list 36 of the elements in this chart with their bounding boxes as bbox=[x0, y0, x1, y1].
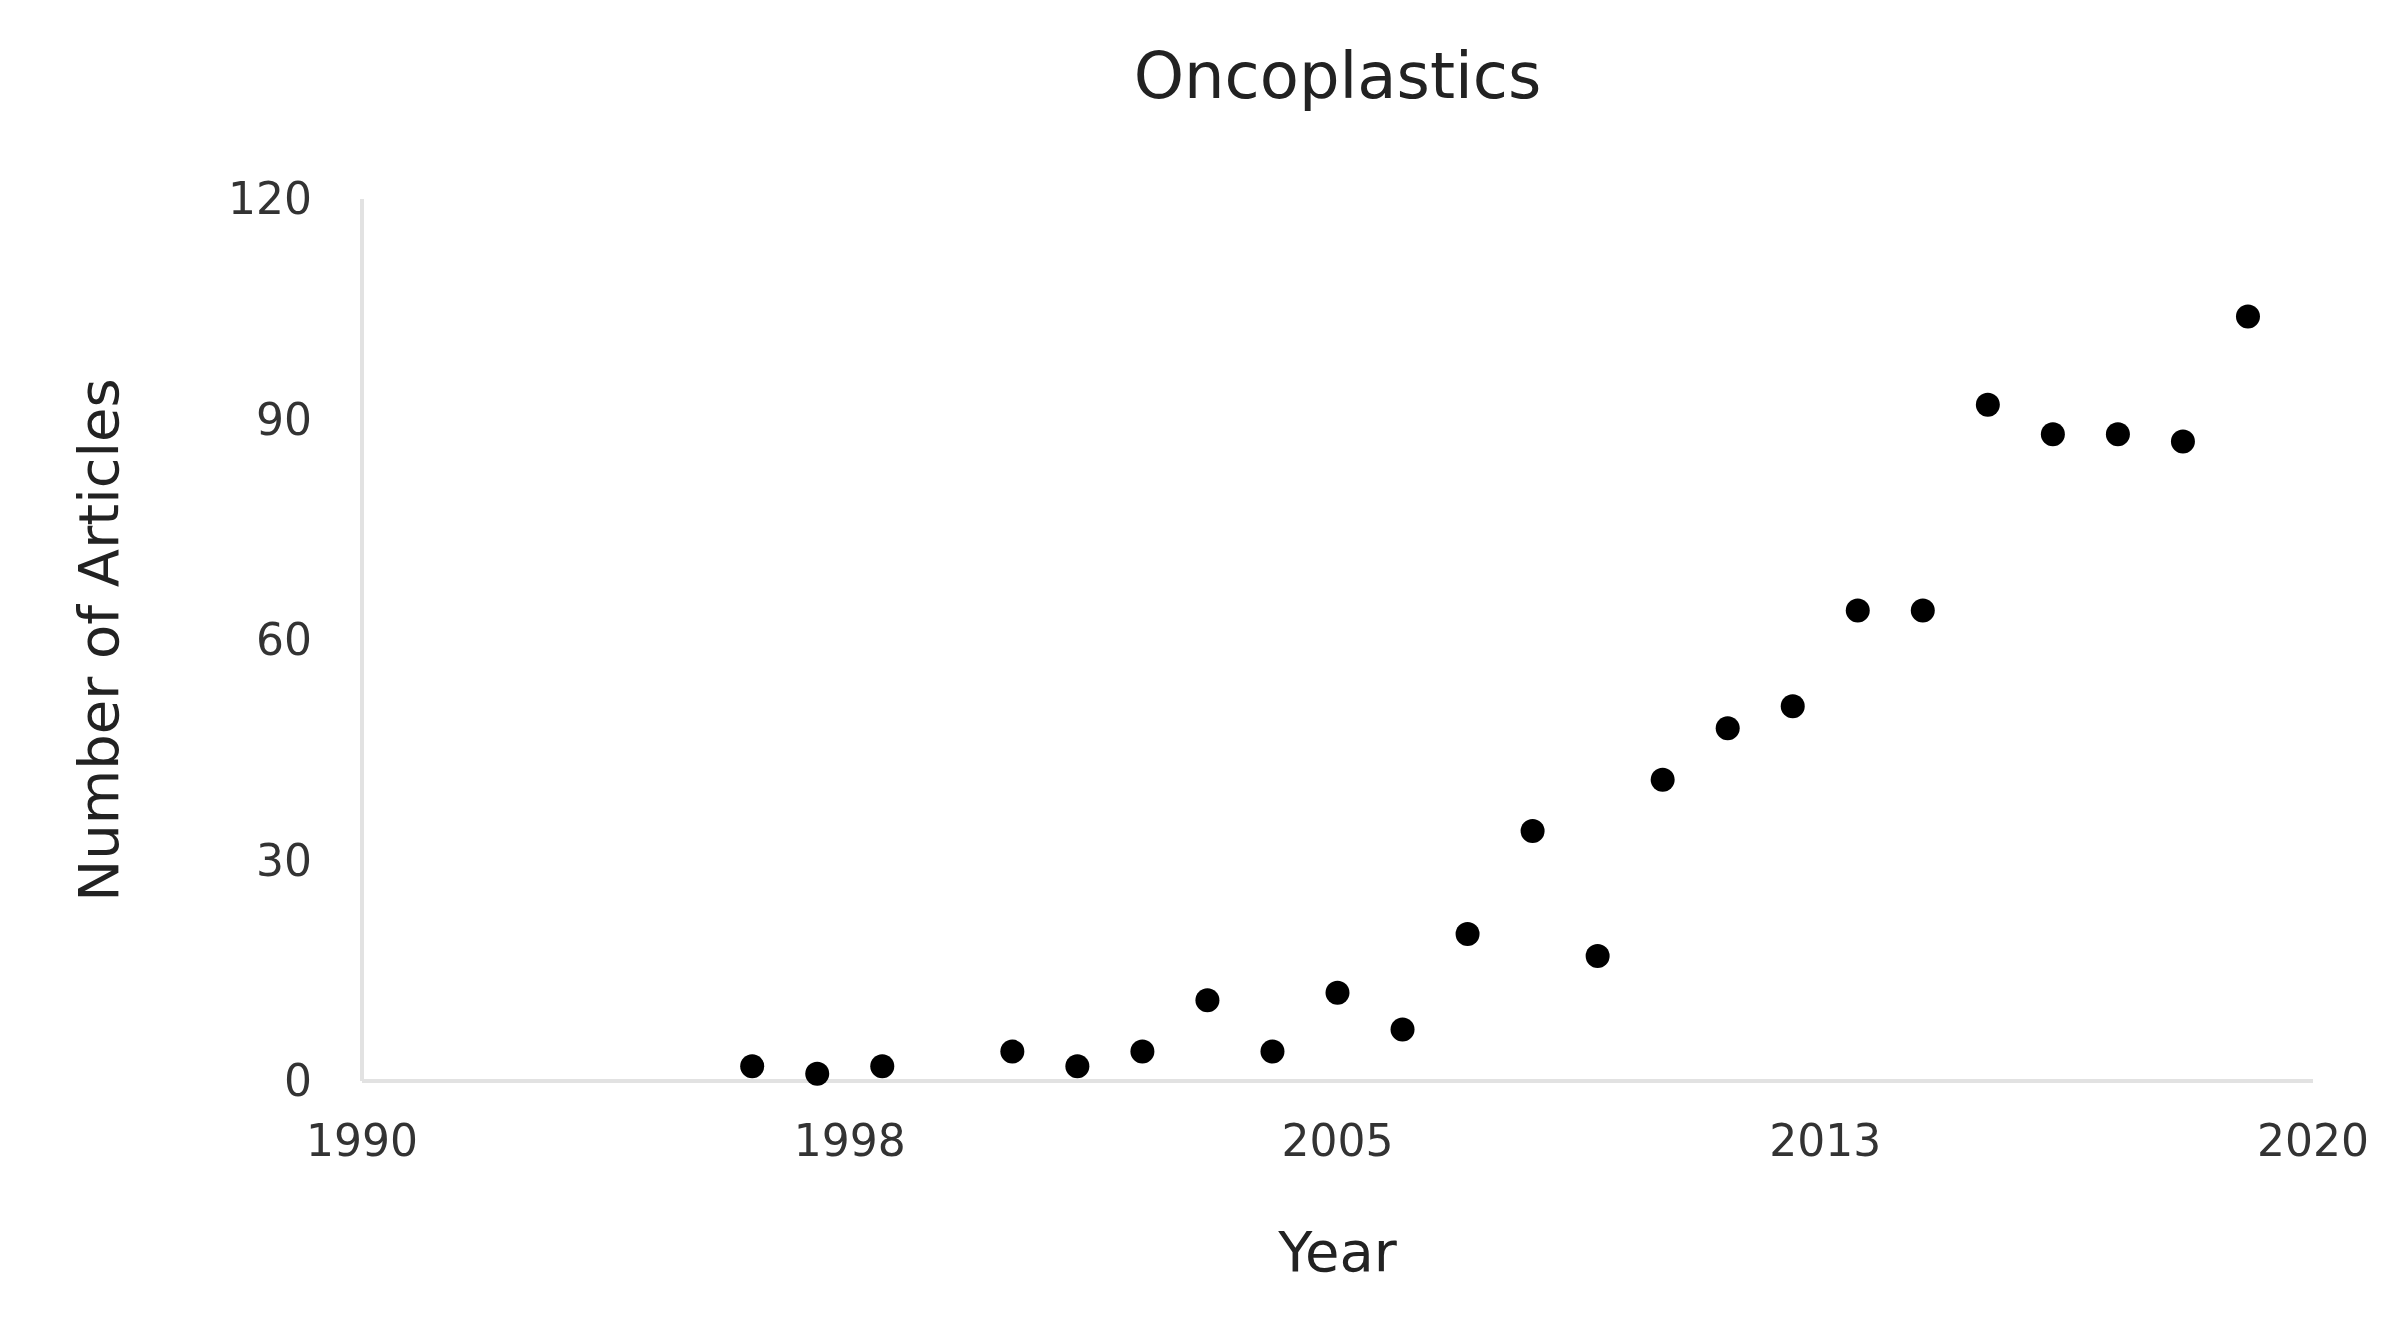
point bbox=[1520, 819, 1545, 844]
y-axis-title: Number of Articles bbox=[66, 378, 131, 902]
point bbox=[1130, 1039, 1155, 1064]
y-tick-label: 60 bbox=[256, 614, 312, 666]
point bbox=[1195, 988, 1220, 1013]
chart-title: Oncoplastics bbox=[1133, 39, 1542, 113]
point bbox=[1650, 767, 1675, 792]
point bbox=[870, 1054, 895, 1079]
point bbox=[1455, 922, 1480, 946]
x-tick-label: 2013 bbox=[1769, 1115, 1882, 1166]
point bbox=[2235, 304, 2260, 329]
point bbox=[1260, 1039, 1285, 1064]
point bbox=[2040, 422, 2065, 447]
point bbox=[1585, 944, 1610, 969]
point bbox=[1390, 1017, 1415, 1042]
point bbox=[740, 1054, 765, 1079]
x-tick-label: 2005 bbox=[1281, 1115, 1394, 1166]
point bbox=[2105, 422, 2130, 447]
point bbox=[1000, 1039, 1025, 1064]
point bbox=[1780, 694, 1805, 719]
x-axis-title: Year bbox=[1277, 1219, 1398, 1284]
x-tick-label: 1990 bbox=[306, 1115, 418, 1166]
y-tick-label: 0 bbox=[284, 1055, 312, 1107]
point bbox=[1910, 598, 1935, 623]
point bbox=[1715, 716, 1740, 741]
x-tick-label: 2020 bbox=[2257, 1115, 2369, 1166]
point bbox=[1325, 980, 1350, 1005]
point bbox=[805, 1061, 830, 1086]
point bbox=[1065, 1054, 1090, 1079]
y-tick-label: 30 bbox=[256, 834, 312, 886]
y-tick-label: 90 bbox=[256, 393, 312, 445]
y-tick-label: 120 bbox=[228, 173, 312, 225]
point bbox=[1975, 392, 2000, 417]
point bbox=[1845, 598, 1870, 623]
point bbox=[2170, 429, 2195, 454]
x-tick-label: 1998 bbox=[793, 1115, 906, 1166]
